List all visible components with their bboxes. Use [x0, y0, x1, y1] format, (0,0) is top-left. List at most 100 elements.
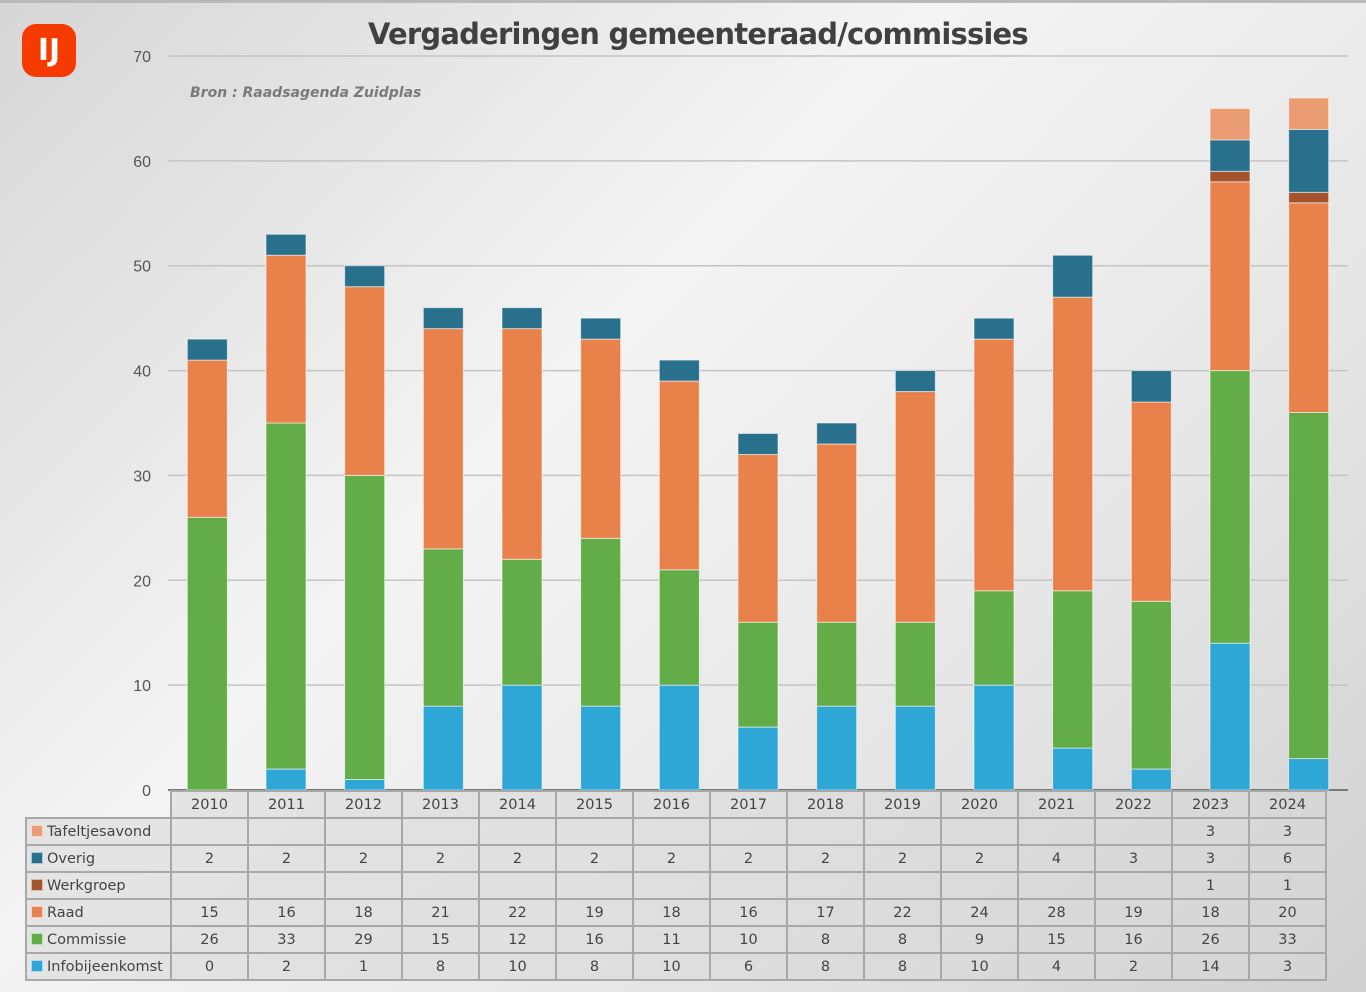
bar-infobijeenkomst-2024: [1288, 758, 1330, 791]
bar-raad-2016: [658, 380, 700, 571]
x-tick-label: 2018: [786, 790, 865, 819]
bar-infobijeenkomst-2019: [894, 705, 936, 791]
data-label: 10: [478, 952, 557, 981]
x-tick-label: 2020: [940, 790, 1019, 819]
data-label: 6: [709, 952, 788, 981]
bar-commissie-2015: [580, 537, 622, 707]
legend-label: Werkgroep: [47, 877, 126, 894]
window-frame: [0, 0, 1366, 3]
data-label: 15: [1017, 925, 1096, 954]
bar-commissie-2020: [973, 590, 1015, 686]
legend-label: Tafeltjesavond: [47, 823, 152, 840]
x-tick-label: 2022: [1094, 790, 1173, 819]
data-label: 26: [170, 925, 249, 954]
bars: [186, 97, 1330, 791]
bar-overig-2019: [894, 370, 936, 393]
data-label: 29: [324, 925, 403, 954]
data-label: [170, 817, 249, 846]
bar-tafeltjesavond-2023: [1209, 107, 1251, 141]
y-tick-label: 30: [133, 468, 151, 485]
data-label: 2: [247, 844, 326, 873]
bar-commissie-2017: [737, 621, 779, 728]
data-label: 24: [940, 898, 1019, 927]
table-row: Werkgroep 1 1: [25, 871, 1327, 900]
bar-overig-2020: [973, 317, 1015, 340]
data-label: 2: [324, 844, 403, 873]
data-label: 2: [786, 844, 865, 873]
data-label: [1017, 817, 1096, 846]
data-label: 2: [247, 952, 326, 981]
bar-infobijeenkomst-2021: [1052, 747, 1094, 791]
bar-commissie-2011: [265, 422, 307, 770]
bar-commissie-2019: [894, 621, 936, 707]
data-label: 2: [1094, 952, 1173, 981]
bar-infobijeenkomst-2013: [422, 705, 464, 791]
y-tick-label: 0: [142, 783, 151, 800]
legend-entry: Overig: [25, 844, 172, 873]
x-tick-label: 2012: [324, 790, 403, 819]
data-label: 8: [786, 925, 865, 954]
data-label: 16: [555, 925, 634, 954]
bar-overig-2018: [816, 422, 858, 445]
legend-swatch-icon: [31, 851, 43, 864]
data-label: 0: [170, 952, 249, 981]
data-label: 33: [247, 925, 326, 954]
bar-raad-2010: [186, 359, 228, 518]
bar-overig-2017: [737, 432, 779, 455]
bar-infobijeenkomst-2017: [737, 726, 779, 791]
data-label: 21: [401, 898, 480, 927]
data-label: [478, 871, 557, 900]
data-label: [632, 871, 711, 900]
data-label: [786, 871, 865, 900]
data-label: 4: [1017, 952, 1096, 981]
bar-overig-2022: [1130, 370, 1172, 403]
data-label: 2: [709, 844, 788, 873]
y-tick-label: 50: [133, 259, 151, 276]
x-tick-label: 2021: [1017, 790, 1096, 819]
x-tick-label: 2017: [709, 790, 788, 819]
bar-overig-2016: [658, 359, 700, 382]
data-label: 1: [1171, 871, 1250, 900]
data-label: [863, 817, 942, 846]
ij-logo-icon: IJ: [22, 24, 76, 77]
bar-infobijeenkomst-2011: [265, 768, 307, 791]
data-label: 8: [401, 952, 480, 981]
data-label: 16: [247, 898, 326, 927]
bar-raad-2015: [580, 338, 622, 539]
data-label: 10: [940, 952, 1019, 981]
data-label: 20: [1248, 898, 1327, 927]
data-label: 10: [709, 925, 788, 954]
data-label: 1: [1248, 871, 1327, 900]
bar-infobijeenkomst-2022: [1130, 768, 1172, 791]
legend-label: Infobijeenkomst: [47, 958, 163, 975]
data-label: 3: [1248, 817, 1327, 846]
table-row: Tafeltjesavond 3 3: [25, 817, 1327, 846]
data-label: 15: [401, 925, 480, 954]
legend-swatch-icon: [31, 932, 43, 945]
table-row: Raad 15 16 18 21 22 19 18 16 17 22 24 28 19 18 20: [25, 898, 1327, 927]
data-label: 6: [1248, 844, 1327, 873]
data-label: [247, 817, 326, 846]
data-label: [709, 817, 788, 846]
data-label: 2: [170, 844, 249, 873]
bar-infobijeenkomst-2014: [501, 684, 543, 791]
bar-werkgroep-2024: [1288, 191, 1330, 204]
data-label: [632, 817, 711, 846]
data-label: 10: [632, 952, 711, 981]
bar-overig-2021: [1052, 254, 1094, 298]
data-label: 17: [786, 898, 865, 927]
data-label: 22: [478, 898, 557, 927]
data-label: [170, 871, 249, 900]
table-row: Overig 2 2 2 2 2 2 2 2 2 2 2 4 3 3 6: [25, 844, 1327, 873]
data-label: 4: [1017, 844, 1096, 873]
y-tick-label: 10: [133, 678, 151, 695]
bar-raad-2021: [1052, 296, 1094, 592]
data-label: 3: [1094, 844, 1173, 873]
bar-raad-2024: [1288, 202, 1330, 414]
data-label: 1: [324, 952, 403, 981]
bar-raad-2020: [973, 338, 1015, 592]
bar-overig-2024: [1288, 128, 1330, 193]
table-header-row: 2010 2011 2012 2013 2014 2015 2016 2017 2018 2019…: [26, 790, 1327, 819]
bar-commissie-2023: [1209, 370, 1251, 644]
legend-label: Commissie: [47, 931, 127, 948]
